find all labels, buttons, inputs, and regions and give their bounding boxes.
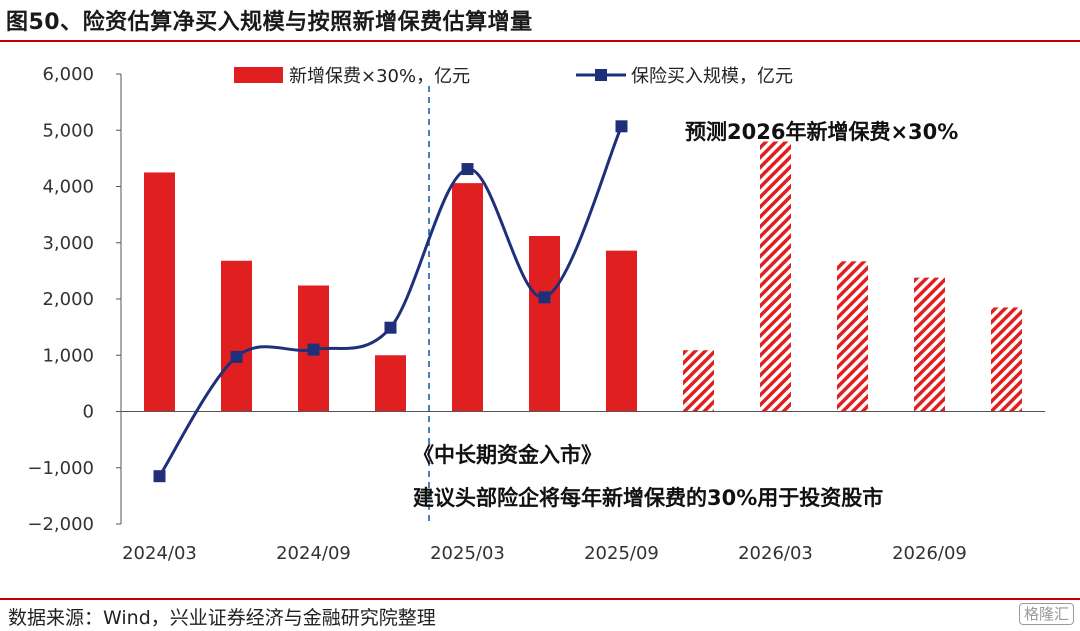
footer-divider [0, 598, 1080, 600]
figure-title: 图50、险资估算净买入规模与按照新增保费估算增量 [6, 10, 533, 35]
y-tick-label: 2,000 [42, 289, 94, 310]
line-marker [230, 350, 243, 363]
x-tick-label: 2024/09 [276, 543, 351, 564]
legend-swatch-bar [234, 67, 283, 83]
policy-body-annotation: 建议头部险企将每年新增保费的30%用于投资股市 [413, 486, 883, 510]
bar [375, 355, 406, 412]
x-tick-label: 2025/09 [584, 543, 659, 564]
y-tick-label: 0 [83, 402, 94, 423]
line-marker [615, 120, 628, 133]
forecast-bar [760, 141, 791, 412]
x-tick-label: 2026/09 [892, 543, 967, 564]
y-tick-label: 4,000 [42, 177, 94, 198]
x-tick-label: 2025/03 [430, 543, 505, 564]
title-divider [0, 40, 1080, 42]
forecast-bar [837, 261, 868, 412]
forecast-bar [914, 277, 945, 412]
forecast-bar [683, 350, 714, 412]
line-series-insurance-buying [153, 120, 628, 483]
forecast-annotation: 预测2026年新增保费×30% [685, 120, 958, 144]
line-marker [307, 343, 320, 356]
bar [606, 250, 637, 412]
y-axis: −2,000 −1,000 0 1,000 2,000 3,000 4,000 5,000 6,… [27, 64, 122, 535]
line-marker [153, 470, 166, 483]
bar [221, 260, 252, 412]
bar [452, 183, 483, 412]
y-tick-label: 6,000 [42, 64, 94, 85]
legend: 新增保费×30%，亿元 保险买入规模，亿元 [234, 66, 793, 87]
legend-label-line: 保险买入规模，亿元 [631, 66, 793, 87]
line-marker [461, 163, 474, 176]
legend-swatch-marker [595, 69, 607, 81]
y-tick-label: −1,000 [27, 458, 94, 479]
source-note: 数据来源：Wind，兴业证券经济与金融研究院整理 [8, 607, 436, 629]
legend-label-bar: 新增保费×30%，亿元 [289, 66, 470, 87]
y-tick-label: 5,000 [42, 120, 94, 141]
annotations: 预测2026年新增保费×30% 《中长期资金入市》建议头部险企将每年新增保费的30… [413, 120, 958, 510]
x-tick-label: 2024/03 [122, 543, 197, 564]
x-axis: 2024/03 2024/09 2025/03 2025/09 2026/03 2026/… [122, 543, 967, 564]
y-tick-label: 1,000 [42, 345, 94, 366]
policy-title-annotation: 《中长期资金入市》 [413, 443, 602, 467]
line-marker [538, 291, 551, 304]
bar [529, 236, 560, 412]
bar-series-new-premium [144, 141, 1022, 412]
y-tick-label: 3,000 [42, 233, 94, 254]
watermark-logo: 格隆汇 [1018, 603, 1074, 625]
combo-chart: −2,000 −1,000 0 1,000 2,000 3,000 4,000 5,000 6,… [27, 64, 1045, 564]
y-tick-label: −2,000 [27, 514, 94, 535]
line-marker [384, 321, 397, 334]
bar [144, 172, 175, 412]
x-tick-label: 2026/03 [738, 543, 813, 564]
forecast-bar [991, 307, 1022, 412]
